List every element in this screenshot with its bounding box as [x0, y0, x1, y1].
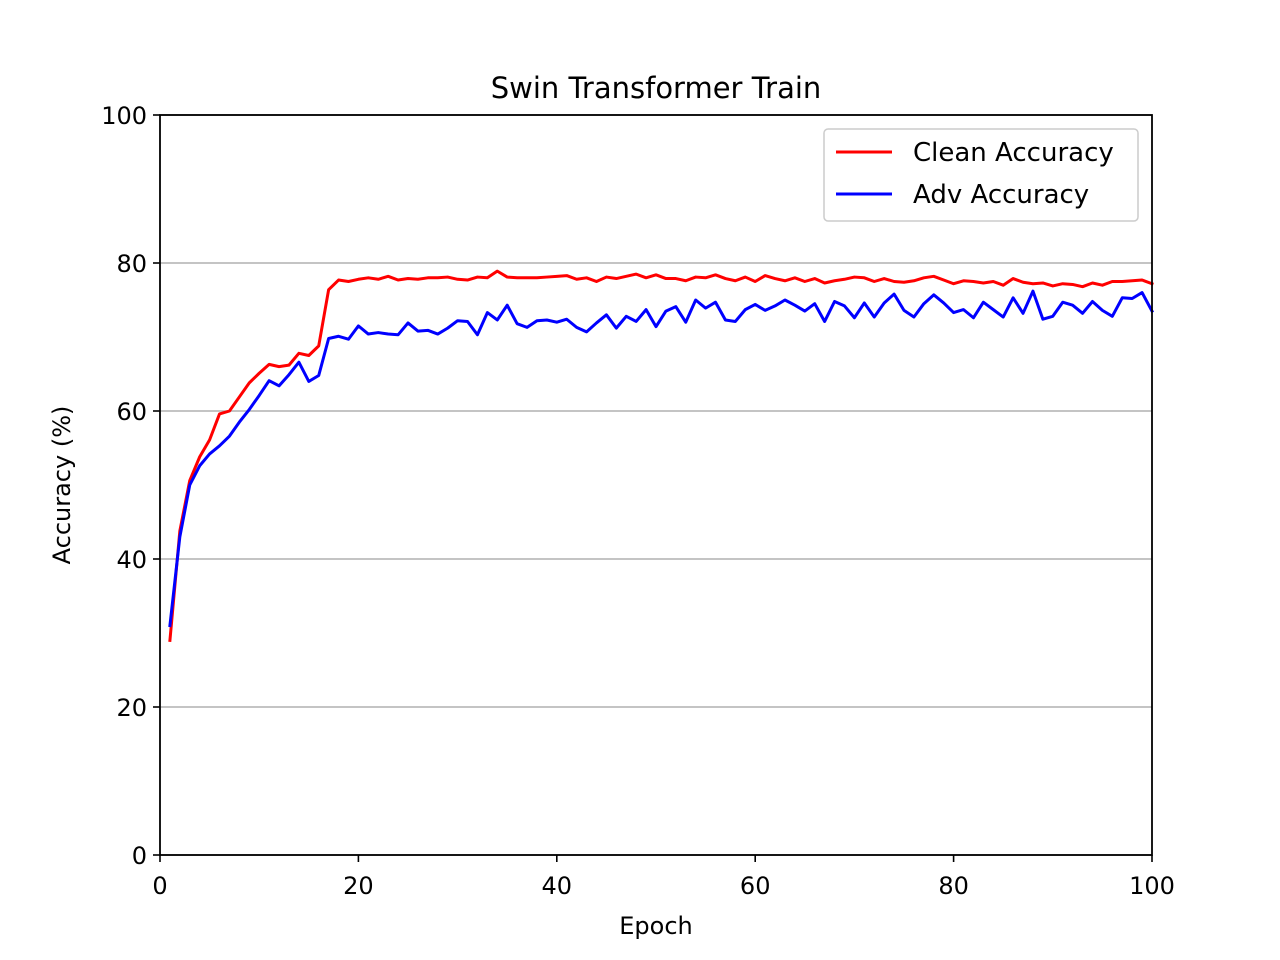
- x-tick-label: 60: [740, 872, 771, 900]
- series-lines: [168, 269, 1155, 643]
- y-tick-label: 100: [101, 102, 147, 130]
- adv-accuracy-line: [168, 289, 1155, 628]
- legend-label-adv-accuracy: Adv Accuracy: [913, 180, 1089, 210]
- legend-label-clean-accuracy: Clean Accuracy: [913, 138, 1114, 168]
- legend-box: [823, 128, 1139, 222]
- y-tick-label: 80: [116, 250, 147, 278]
- y-axis: 0 20 40 60 80 100: [101, 102, 160, 870]
- x-tick-label: 100: [1129, 872, 1175, 900]
- y-tick-label: 0: [132, 842, 147, 870]
- clean-accuracy-line: [168, 269, 1154, 643]
- y-tick-label: 40: [116, 546, 147, 574]
- x-tick-label: 20: [343, 872, 374, 900]
- y-tick-label: 20: [116, 694, 147, 722]
- y-tick-label: 60: [116, 398, 147, 426]
- x-tick-label: 80: [938, 872, 969, 900]
- legend: Clean Accuracy Adv Accuracy: [823, 128, 1139, 222]
- x-axis-label: Epoch: [619, 912, 693, 940]
- x-tick-label: 0: [152, 872, 167, 900]
- x-tick-label: 40: [542, 872, 573, 900]
- chart-title: Swin Transformer Train: [491, 71, 822, 105]
- x-axis: 0 20 40 60 80 100: [152, 855, 1175, 900]
- plot-frame: [159, 114, 1153, 856]
- y-axis-label: Accuracy (%): [48, 406, 76, 565]
